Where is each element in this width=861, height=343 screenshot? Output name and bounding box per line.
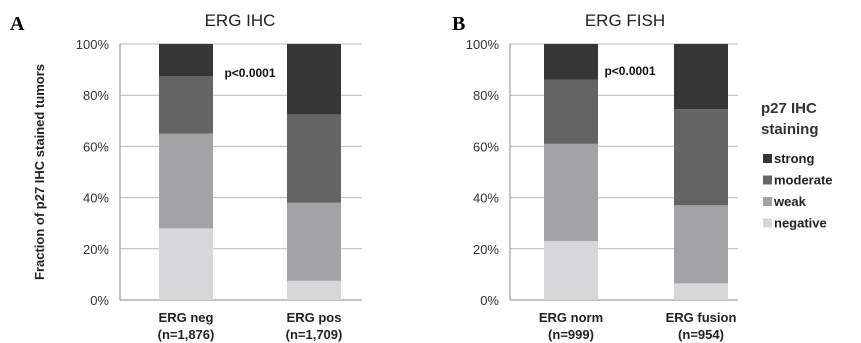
bar-segment-weak	[674, 205, 728, 284]
bar-segment-strong	[287, 44, 341, 115]
bar-segment-strong	[544, 44, 598, 80]
bar-segment-negative	[287, 280, 341, 300]
y-tick-label: 100%	[466, 37, 500, 52]
y-tick-label: 80%	[83, 88, 109, 103]
legend-swatch-strong	[763, 154, 772, 163]
y-tick-label: 60%	[83, 139, 109, 154]
bar-segment-weak	[287, 202, 341, 281]
bar-segment-moderate	[287, 114, 341, 203]
p-value-annotation: p<0.0001	[224, 66, 275, 80]
category-label: ERG norm	[539, 310, 603, 325]
y-tick-label: 100%	[76, 37, 110, 52]
bar-segment-strong	[159, 44, 213, 76]
legend-label-negative: negative	[774, 216, 827, 231]
category-label: ERG pos	[287, 310, 342, 325]
legend-label-weak: weak	[773, 194, 807, 209]
legend-title: p27 IHC	[761, 100, 817, 117]
y-tick-label: 20%	[473, 242, 499, 257]
legend-label-moderate: moderate	[774, 173, 833, 188]
category-label: ERG fusion	[666, 310, 737, 325]
bar-segment-moderate	[674, 109, 728, 206]
category-count-label: (n=954)	[678, 327, 724, 342]
legend-swatch-negative	[763, 218, 772, 228]
y-axis-label: Fraction of p27 IHC stained tumors	[32, 64, 47, 280]
bar-segment-weak	[544, 143, 598, 242]
legend-title: staining	[761, 121, 819, 138]
legend-label-strong: strong	[774, 151, 815, 166]
bar-segment-negative	[159, 228, 213, 300]
bar-segment-negative	[544, 241, 598, 300]
bar-segment-moderate	[159, 76, 213, 134]
chart-title: ERG FISH	[585, 11, 665, 30]
panel-label: A	[10, 13, 25, 35]
legend-swatch-moderate	[763, 175, 772, 185]
y-tick-label: 40%	[473, 191, 499, 206]
y-tick-label: 20%	[83, 242, 109, 257]
y-tick-label: 0%	[90, 293, 109, 308]
bar-segment-negative	[674, 283, 728, 300]
legend-swatch-weak	[763, 197, 772, 206]
bar-segment-moderate	[544, 79, 598, 144]
category-label: ERG neg	[159, 310, 214, 325]
bar-segment-weak	[159, 133, 213, 229]
y-tick-label: 60%	[473, 139, 499, 154]
category-count-label: (n=1,709)	[286, 327, 343, 342]
category-count-label: (n=1,876)	[158, 327, 215, 342]
y-tick-label: 0%	[480, 293, 499, 308]
category-count-label: (n=999)	[548, 327, 594, 342]
y-tick-label: 80%	[473, 88, 499, 103]
y-tick-label: 40%	[83, 191, 109, 206]
p-value-annotation: p<0.0001	[604, 64, 655, 78]
chart-title: ERG IHC	[205, 11, 276, 30]
bar-segment-strong	[674, 44, 728, 110]
panel-label: B	[452, 13, 465, 35]
